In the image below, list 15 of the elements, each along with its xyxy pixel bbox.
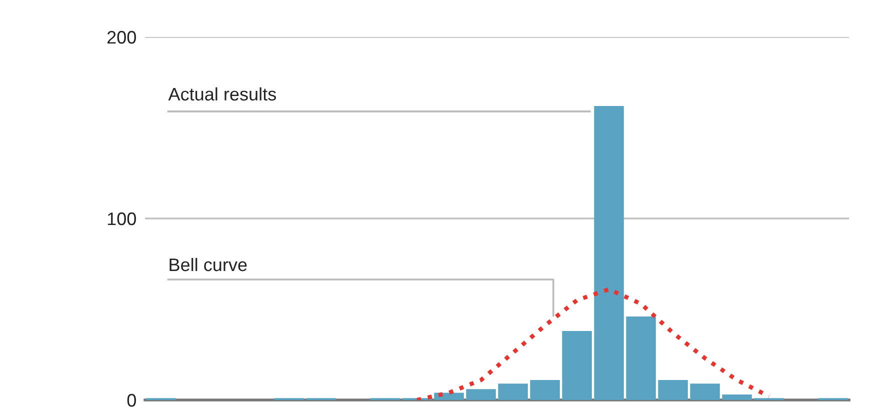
bar [530,380,560,400]
bar [562,331,592,400]
annotation: Bell curve [170,258,247,272]
line-series [414,287,772,400]
bar [658,380,688,400]
bar [498,384,528,400]
bar [594,106,624,400]
bar [690,384,720,400]
y-tick-label: 200 [107,30,136,44]
bar [626,316,656,400]
annotation: Actual results [168,87,276,101]
bar [466,389,496,400]
y-tick-label: 0 [127,394,136,407]
bar [722,394,752,400]
y-tick-label: 100 [108,212,136,226]
